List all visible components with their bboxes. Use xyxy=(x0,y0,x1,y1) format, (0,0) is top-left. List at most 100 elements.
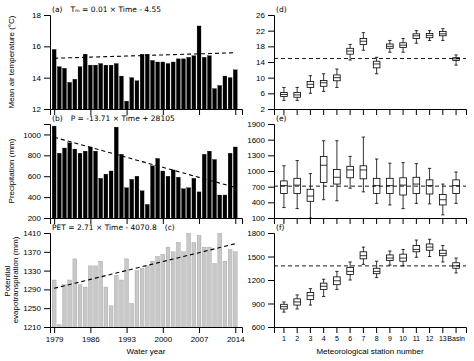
box-plot xyxy=(387,40,394,52)
tick-mark xyxy=(310,109,311,115)
box xyxy=(413,246,420,252)
cap-low xyxy=(348,188,351,189)
tick: 12 xyxy=(32,105,50,114)
cap-high xyxy=(309,75,312,76)
whisker-high xyxy=(297,87,298,92)
tick-mark xyxy=(323,109,324,115)
bar xyxy=(202,247,206,327)
axis-line xyxy=(44,234,51,328)
tick-label: 700 xyxy=(252,183,266,192)
cap-high xyxy=(454,258,457,259)
median xyxy=(413,184,420,185)
bar xyxy=(135,271,139,327)
tick xyxy=(429,218,430,224)
tick: 1900 xyxy=(247,120,274,129)
bar xyxy=(68,143,72,218)
tick: 900 xyxy=(252,300,274,309)
cap-low xyxy=(428,203,431,204)
cap-low xyxy=(401,52,404,53)
axis-line xyxy=(275,110,467,116)
bar xyxy=(119,76,123,109)
box-plot xyxy=(347,44,354,60)
bar xyxy=(130,78,134,109)
bar xyxy=(68,280,72,327)
cap-low xyxy=(388,204,391,205)
tick-label: 400 xyxy=(252,198,266,207)
box-plot xyxy=(294,295,301,309)
whisker-high xyxy=(363,33,364,39)
bar xyxy=(213,160,217,218)
tick: 10 xyxy=(399,327,407,342)
bar xyxy=(109,65,113,109)
cap-high xyxy=(362,32,365,33)
whisker-low xyxy=(416,39,417,44)
box xyxy=(334,277,341,285)
cap-high xyxy=(415,163,418,164)
tick-label: 4 xyxy=(322,335,326,342)
tick xyxy=(297,109,298,115)
box-plot xyxy=(281,302,288,312)
bar xyxy=(161,254,165,327)
tick-mark xyxy=(310,218,311,224)
box xyxy=(413,34,420,39)
whisker-high xyxy=(363,247,364,252)
bar xyxy=(94,65,98,109)
cap-low xyxy=(362,50,365,51)
whisker-high xyxy=(297,161,298,179)
tick-mark xyxy=(44,271,50,272)
bar xyxy=(161,62,165,109)
tick xyxy=(363,109,364,115)
plot-area xyxy=(52,233,237,327)
bar xyxy=(135,81,139,109)
tick-mark xyxy=(44,327,50,328)
tick xyxy=(416,218,417,224)
tick-label: 1993 xyxy=(118,335,136,344)
tick-label: 10 xyxy=(256,74,265,83)
tick: 400 xyxy=(28,193,50,202)
box-plot xyxy=(294,87,301,100)
cap-high xyxy=(296,294,299,295)
median xyxy=(400,185,407,186)
tick-label: 6 xyxy=(261,89,266,98)
whisker-high xyxy=(310,289,311,293)
label-line: Precipitation (mm) xyxy=(7,138,16,203)
whisker-high xyxy=(442,29,443,32)
cap-high xyxy=(282,301,285,302)
tick-mark xyxy=(350,218,351,224)
tick-mark xyxy=(336,327,337,333)
box xyxy=(294,178,301,193)
bar xyxy=(94,266,98,327)
bar xyxy=(73,259,77,327)
whisker-low xyxy=(350,275,351,280)
bar xyxy=(125,259,129,327)
box-plot xyxy=(453,258,460,273)
cap-high xyxy=(388,163,391,164)
bar xyxy=(99,261,103,327)
tick: 13 xyxy=(439,327,447,342)
median xyxy=(334,77,341,78)
bar xyxy=(156,257,160,328)
cap-low xyxy=(415,257,418,258)
box-plot xyxy=(347,262,354,280)
bar xyxy=(68,82,72,109)
whisker-high xyxy=(416,31,417,34)
label-line: Mean air temperature (°C) xyxy=(7,15,16,108)
box-plot xyxy=(426,239,433,256)
whisker-low xyxy=(389,193,390,204)
bar xyxy=(57,67,61,109)
tick-mark xyxy=(44,155,50,156)
tick-label: 2014 xyxy=(227,335,245,344)
whisker-high xyxy=(336,271,337,276)
tick: 14 xyxy=(256,58,274,67)
tick-mark xyxy=(199,218,200,224)
cap-high xyxy=(322,140,325,141)
y-axis-label: Potential evapotranspiration (mm) xyxy=(3,236,21,323)
tick-label: 14 xyxy=(256,58,265,67)
tick: 2 xyxy=(295,327,299,342)
bar xyxy=(78,67,82,109)
median xyxy=(440,253,447,254)
median xyxy=(281,306,288,307)
y-axis: 2004006008001000 xyxy=(23,125,50,224)
cap-low xyxy=(282,100,285,101)
box-plot xyxy=(320,279,327,296)
